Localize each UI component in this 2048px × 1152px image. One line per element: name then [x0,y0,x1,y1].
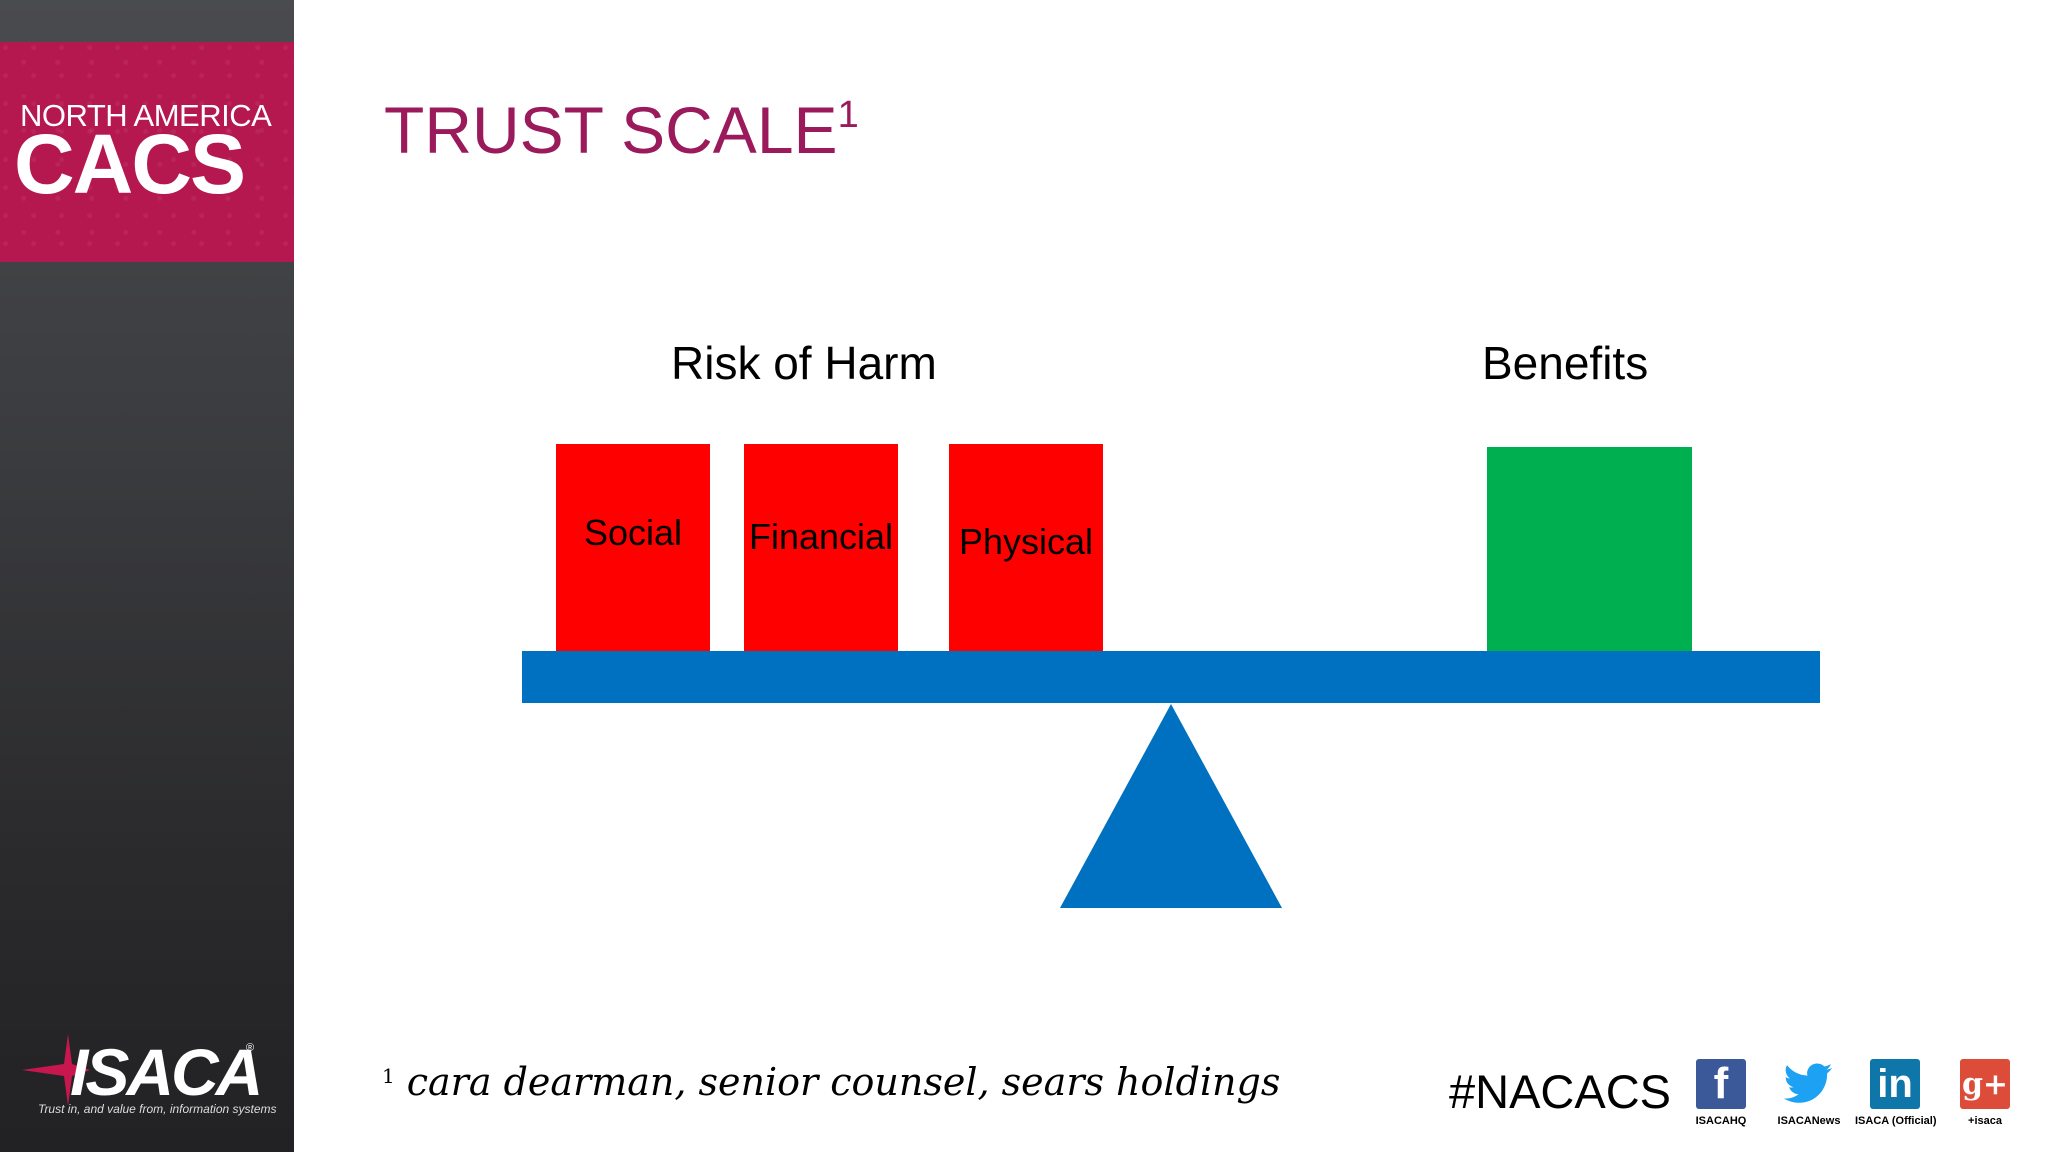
physical-label: Physical [958,521,1094,562]
linkedin-icon: in [1870,1059,1920,1109]
google-plus-label: +isaca [1968,1115,2002,1127]
risk-of-harm-heading: Risk of Harm [671,337,937,389]
twitter-label: ISACANews [1777,1115,1841,1127]
cacs-logo: NORTH AMERICA CACS [0,42,294,262]
google-plus-link[interactable]: g+ +isaca [1945,1059,2025,1135]
physical-risk-block: Physical [949,444,1103,652]
cacs-region-text: NORTH AMERICA [20,98,272,133]
title-footnote-marker: 1 [837,94,859,136]
financial-risk-block: Financial [744,444,898,652]
scale-beam [522,651,1820,703]
footnote-marker: 1 [382,1064,395,1088]
google-plus-icon: g+ [1960,1059,2010,1109]
benefits-block [1487,447,1692,652]
twitter-icon [1784,1059,1834,1109]
facebook-link[interactable]: f ISACAHQ [1681,1059,1761,1135]
financial-label: Financial [748,516,894,557]
slide-title: TRUST SCALE1 [384,92,859,168]
twitter-link[interactable]: ISACANews [1769,1059,1849,1135]
isaca-tagline: Trust in, and value from, information sy… [38,1102,277,1116]
social-risk-block: Social [556,444,710,652]
cacs-wordmark: CACS [14,117,246,211]
facebook-icon: f [1696,1059,1746,1109]
scale-fulcrum [1060,704,1282,908]
facebook-label: ISACAHQ [1695,1115,1747,1127]
hashtag: #NACACS [1449,1065,1672,1118]
benefits-heading: Benefits [1482,337,1649,389]
slide-title-text: TRUST SCALE [384,93,838,167]
sidebar: NORTH AMERICA CACS ISACA ® Trust in, and… [0,0,294,1152]
isaca-star-icon [22,1034,90,1106]
isaca-logo: ISACA ® Trust in, and value from, inform… [20,1030,280,1130]
footnote-text: cara dearman, senior counsel, sears hold… [406,1060,1281,1104]
isaca-wordmark: ISACA [70,1035,263,1109]
footnote: 1 cara dearman, senior counsel, sears hol… [382,1060,1280,1104]
linkedin-link[interactable]: in ISACA (Official) [1855,1059,1937,1135]
registered-mark: ® [246,1042,255,1054]
linkedin-label: ISACA (Official) [1855,1115,1937,1127]
social-label: Social [583,512,683,553]
